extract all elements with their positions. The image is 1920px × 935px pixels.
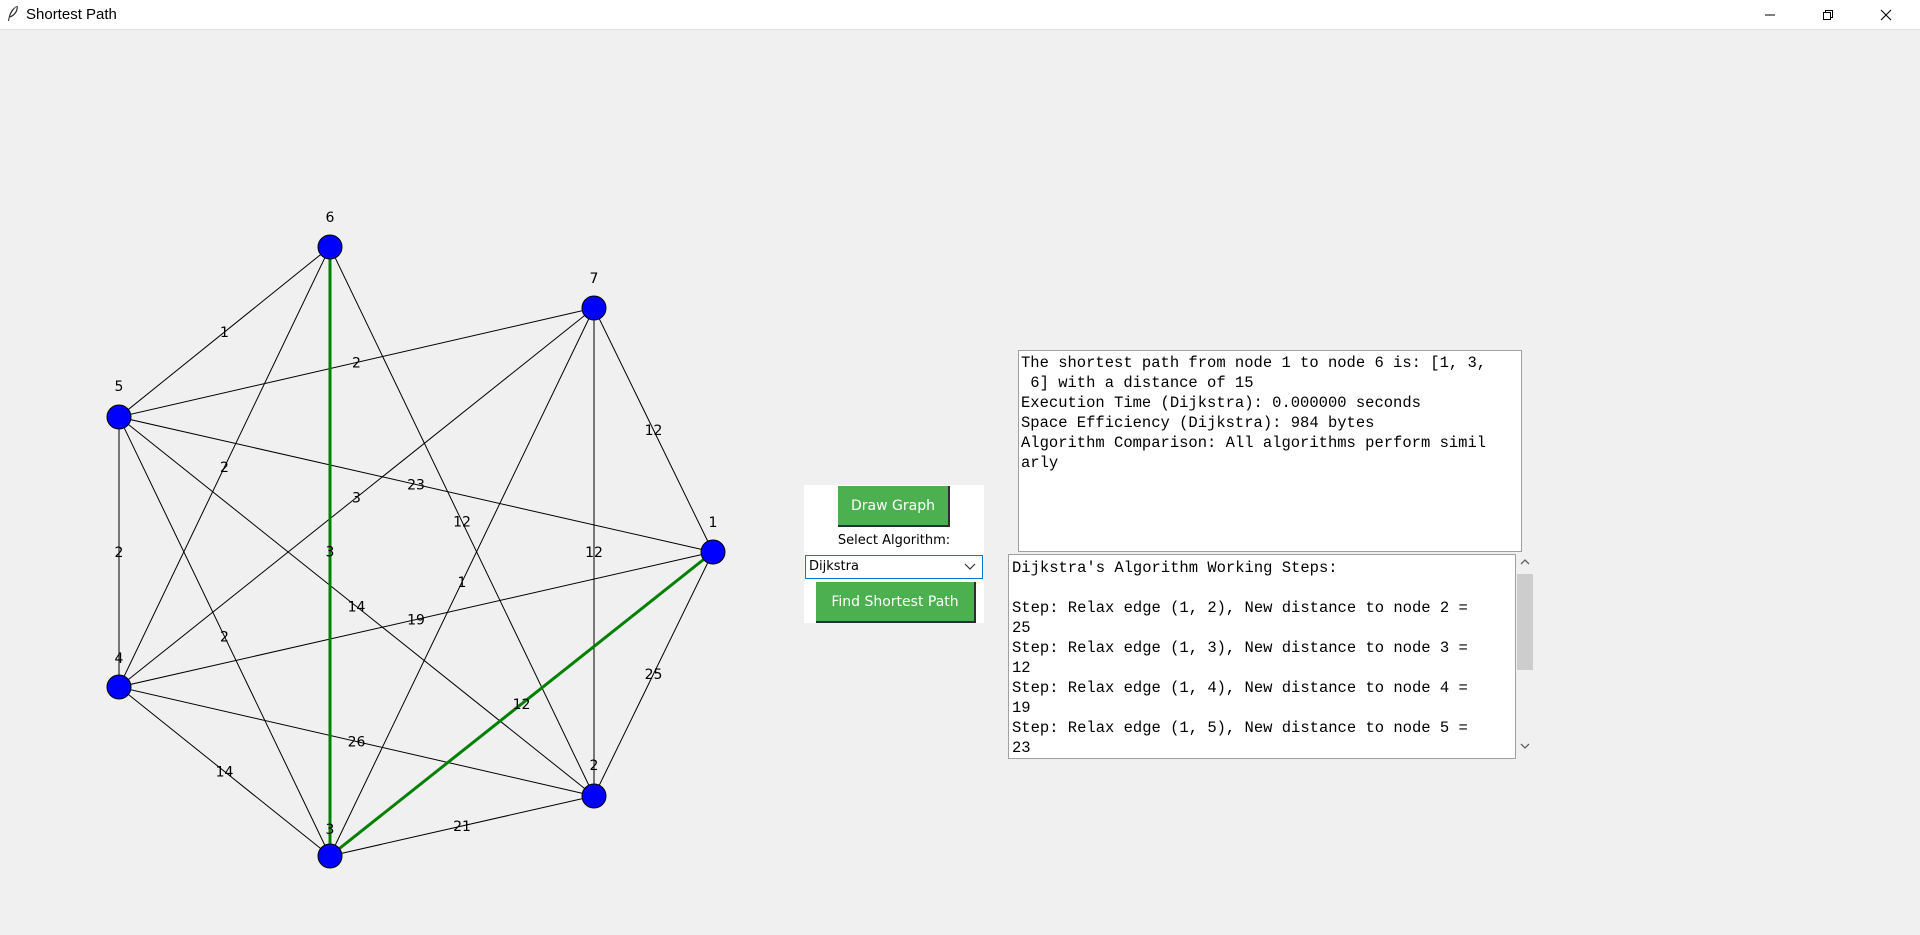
algorithm-select-value: Dijkstra bbox=[809, 559, 859, 574]
graph-edge bbox=[593, 551, 714, 797]
graph-node-3[interactable] bbox=[317, 843, 343, 869]
graph-edge bbox=[118, 416, 595, 797]
edge-weight-label: 19 bbox=[407, 613, 425, 629]
graph-edge bbox=[118, 246, 331, 418]
restore-icon bbox=[1823, 9, 1833, 20]
graph-edge bbox=[118, 686, 331, 857]
minimize-icon bbox=[1765, 14, 1775, 15]
edge-weight-label: 23 bbox=[407, 478, 425, 494]
graph-edge bbox=[329, 246, 595, 797]
graph-edge bbox=[118, 686, 595, 797]
node-label-4: 4 bbox=[115, 651, 124, 667]
edge-weight-label: 12 bbox=[585, 545, 603, 561]
graph-edge bbox=[118, 307, 595, 418]
node-label-2: 2 bbox=[590, 758, 599, 774]
node-label-5: 5 bbox=[115, 379, 124, 395]
algorithm-select[interactable]: Dijkstra bbox=[805, 555, 983, 579]
scroll-down-icon[interactable] bbox=[1520, 742, 1530, 750]
node-label-1: 1 bbox=[709, 515, 718, 531]
graph-edge bbox=[118, 246, 331, 688]
graph-node-5[interactable] bbox=[106, 404, 132, 430]
close-button[interactable] bbox=[1857, 0, 1915, 29]
edge-weight-label: 12 bbox=[645, 423, 663, 439]
edge-weight-label: 1 bbox=[458, 575, 467, 591]
edge-weight-label: 26 bbox=[348, 735, 366, 751]
graph-node-6[interactable] bbox=[317, 234, 343, 260]
graph-node-7[interactable] bbox=[581, 295, 607, 321]
graph-edge bbox=[329, 795, 595, 857]
scroll-up-icon[interactable] bbox=[1520, 558, 1530, 566]
graph-edge bbox=[118, 307, 595, 688]
result-text-box[interactable]: The shortest path from node 1 to node 6 … bbox=[1018, 350, 1522, 552]
close-icon bbox=[1880, 9, 1892, 20]
minimize-button[interactable] bbox=[1741, 0, 1799, 29]
graph-edge bbox=[329, 307, 595, 857]
edge-weight-label: 2 bbox=[220, 630, 229, 646]
graph-node-4[interactable] bbox=[106, 674, 132, 700]
node-label-3: 3 bbox=[326, 822, 335, 838]
edge-weight-label: 25 bbox=[645, 667, 663, 683]
edge-weight-label: 14 bbox=[216, 765, 234, 781]
steps-text-box[interactable]: Dijkstra's Algorithm Working Steps: Step… bbox=[1008, 554, 1516, 759]
edge-weight-label: 2 bbox=[352, 356, 361, 372]
edge-weight-label: 2 bbox=[220, 460, 229, 476]
steps-scrollbar[interactable] bbox=[1516, 554, 1534, 759]
edge-weight-label: 2 bbox=[115, 545, 124, 561]
edge-weight-label: 14 bbox=[348, 600, 366, 616]
edge-weight-label: 1 bbox=[220, 325, 229, 341]
edge-weight-label: 12 bbox=[513, 697, 531, 713]
graph-edge bbox=[118, 416, 714, 553]
graph-node-2[interactable] bbox=[581, 783, 607, 809]
graph-edge bbox=[118, 416, 331, 857]
feather-icon bbox=[8, 5, 18, 21]
scroll-thumb[interactable] bbox=[1517, 574, 1533, 670]
restore-button[interactable] bbox=[1799, 0, 1857, 29]
draw-graph-button[interactable]: Draw Graph bbox=[838, 486, 950, 527]
node-label-7: 7 bbox=[590, 271, 599, 287]
select-algorithm-label: Select Algorithm: bbox=[837, 533, 951, 548]
find-shortest-path-button[interactable]: Find Shortest Path bbox=[816, 582, 976, 623]
node-label-6: 6 bbox=[326, 210, 335, 226]
control-panel: Draw Graph Select Algorithm: Dijkstra Fi… bbox=[804, 485, 984, 623]
edges-layer bbox=[118, 246, 714, 858]
edge-weight-label: 21 bbox=[453, 819, 471, 835]
graph-edge bbox=[118, 551, 714, 688]
graph-edge bbox=[593, 307, 714, 553]
edge-weight-label: 3 bbox=[326, 545, 335, 561]
chevron-down-icon bbox=[964, 563, 976, 570]
window-title: Shortest Path bbox=[26, 6, 117, 23]
edge-weight-label: 12 bbox=[453, 515, 471, 531]
graph-node-1[interactable] bbox=[700, 539, 726, 565]
shortest-path-edge bbox=[329, 550, 714, 858]
title-bar: Shortest Path bbox=[0, 0, 1920, 30]
edge-weight-label: 3 bbox=[352, 491, 361, 507]
